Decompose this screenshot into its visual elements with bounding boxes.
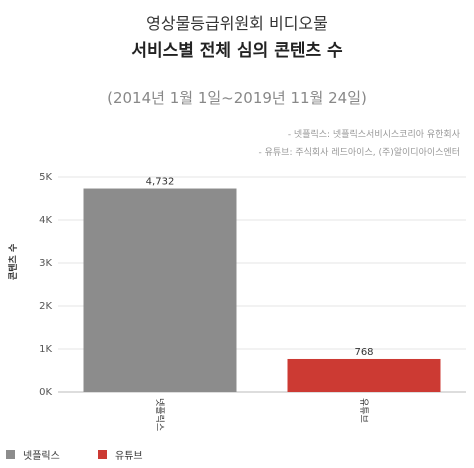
data-labels: 4,732 768 <box>146 177 374 358</box>
y-tick-label: 4K <box>39 215 52 226</box>
y-tick-label: 5K <box>39 172 52 183</box>
bar-1 <box>287 358 441 392</box>
y-tick-label: 0K <box>39 387 52 398</box>
legend-label-youtube: 유튜브 <box>115 451 143 462</box>
legend-swatch-youtube <box>98 450 107 459</box>
bar-0 <box>83 188 237 392</box>
y-tick-label: 2K <box>39 301 52 312</box>
category-label: 넷플릭스 <box>154 398 166 431</box>
y-tick-label: 3K <box>39 258 52 269</box>
bars <box>83 188 441 392</box>
legend-label-netflix: 넷플릭스 <box>23 451 60 462</box>
category-label: 유튜브 <box>358 398 369 423</box>
chart-subtitle: (2014년 1월 1일~2019년 11월 24일) <box>107 89 367 107</box>
source-note-youtube: - 유튜브: 주식회사 레드아이스, (주)알이디아이스엔터 <box>258 148 461 158</box>
chart-title-line1: 영상물등급위원회 비디오물 <box>146 14 328 33</box>
y-tick-label: 1K <box>39 344 52 355</box>
category-labels: 넷플릭스 유튜브 <box>154 398 369 431</box>
legend-swatch-netflix <box>6 450 15 459</box>
y-tick-labels: 0K 1K 2K 3K 4K 5K <box>39 172 52 398</box>
chart-title-line2: 서비스별 전체 심의 콘텐츠 수 <box>131 41 343 61</box>
data-label: 768 <box>354 347 373 358</box>
legend-item-youtube: 유튜브 <box>98 447 143 462</box>
source-note-netflix: - 넷플릭스: 넷플릭스서비시스코리아 유한회사 <box>287 130 460 140</box>
data-label: 4,732 <box>146 177 175 188</box>
legend-item-netflix: 넷플릭스 <box>6 447 60 462</box>
